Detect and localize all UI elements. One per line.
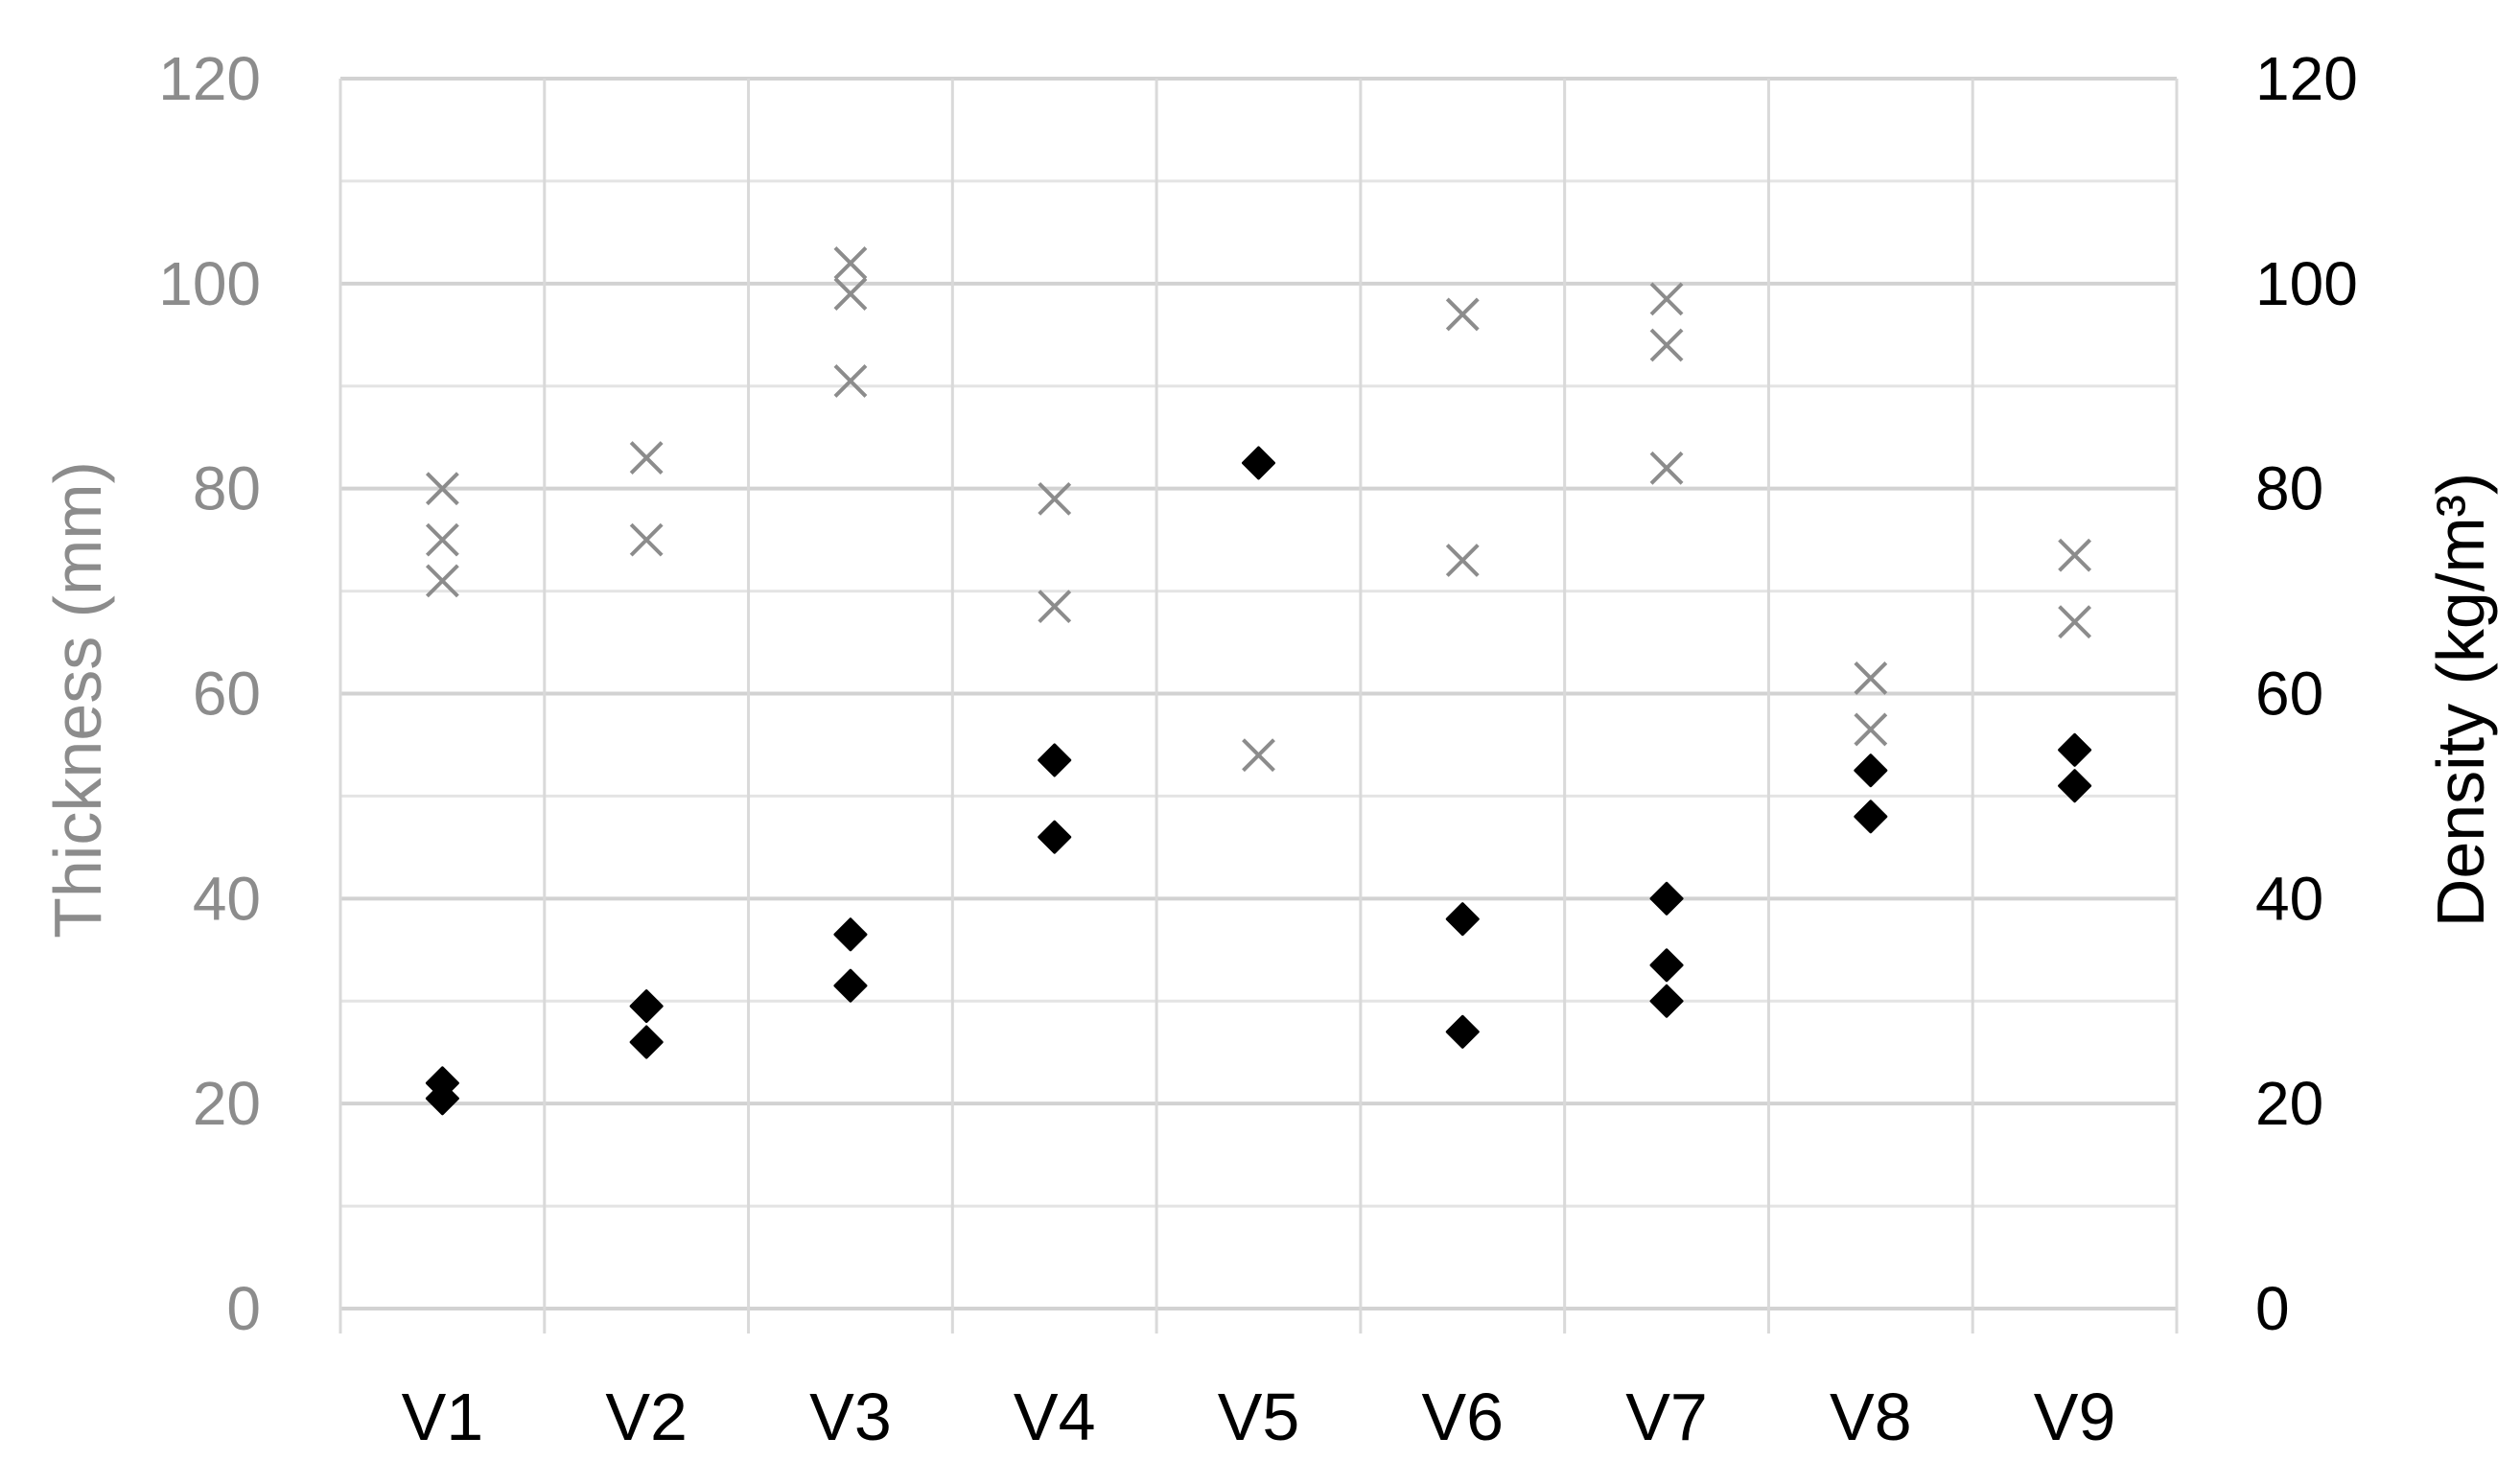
x-marker <box>425 522 459 557</box>
x-tick-label: V4 <box>1014 1380 1096 1454</box>
y-tick-label-right: 20 <box>2255 1069 2323 1138</box>
x-marker <box>833 246 868 280</box>
x-marker <box>425 472 459 506</box>
y-axis-title-right: Density (kg/m³) <box>2423 473 2498 927</box>
x-marker <box>1649 328 1684 362</box>
diamond-marker <box>629 989 664 1024</box>
x-marker <box>2058 538 2092 572</box>
x-marker <box>1854 661 1888 695</box>
x-tick-label: V3 <box>809 1380 892 1454</box>
diamond-marker <box>833 917 868 952</box>
axis-ticks: 0 20 40 60 80 100 120 0 20 40 60 80 100 120 V1 V2 V3 V4 V5… <box>158 44 2358 1454</box>
x-marker <box>833 277 868 311</box>
diamond-marker <box>1038 820 1072 854</box>
x-tick-label: V1 <box>402 1380 484 1454</box>
y-tick-label-right: 100 <box>2255 249 2358 318</box>
x-tick-label: V7 <box>1625 1380 1708 1454</box>
diamond-marker <box>1854 754 1888 788</box>
x-marker <box>1038 590 1072 624</box>
y-tick-label-left: 80 <box>193 454 261 523</box>
diamond-marker <box>1854 800 1888 834</box>
x-tick-label: V9 <box>2034 1380 2116 1454</box>
x-marker <box>1649 282 1684 316</box>
diamond-marker <box>1445 902 1480 937</box>
diamond-marker <box>2058 732 2092 767</box>
x-marker <box>1038 481 1072 516</box>
diamond-marker <box>1445 1014 1480 1049</box>
diamond-marker <box>425 1081 459 1116</box>
x-tick-label: V8 <box>1830 1380 1912 1454</box>
diamond-marker <box>2058 769 2092 803</box>
diamond-marker <box>1242 446 1275 480</box>
y-tick-label-left: 100 <box>158 249 261 318</box>
x-marker <box>1445 297 1480 332</box>
x-marker <box>833 363 868 398</box>
y-tick-label-right: 60 <box>2255 660 2323 729</box>
y-tick-label-right: 0 <box>2255 1274 2290 1343</box>
diamond-marker <box>1649 948 1684 983</box>
diamond-marker <box>1038 743 1072 777</box>
y-tick-label-right: 40 <box>2255 864 2323 933</box>
x-tick-label: V2 <box>605 1380 688 1454</box>
y-tick-label-left: 60 <box>193 660 261 729</box>
y-tick-label-left: 0 <box>226 1274 261 1343</box>
diamond-marker <box>833 968 868 1003</box>
x-marker <box>425 564 459 598</box>
y-axis-title-left: Thickness (mm) <box>40 461 115 939</box>
diamond-marker <box>1649 984 1684 1018</box>
diamond-marker <box>629 1025 664 1059</box>
y-tick-label-right: 80 <box>2255 454 2323 523</box>
x-marker <box>629 522 664 557</box>
y-tick-label-left: 20 <box>193 1069 261 1138</box>
x-marker <box>1649 451 1684 485</box>
y-tick-label-right: 120 <box>2255 44 2358 113</box>
y-tick-label-left: 120 <box>158 44 261 113</box>
x-marker <box>1854 712 1888 747</box>
x-marker <box>1445 544 1480 577</box>
data-markers <box>425 246 2092 1116</box>
x-marker <box>1242 738 1275 773</box>
grid-lines <box>338 77 2179 1333</box>
diamond-marker <box>1649 881 1684 916</box>
x-tick-label: V5 <box>1218 1380 1300 1454</box>
x-marker <box>2058 605 2092 639</box>
x-marker <box>629 441 664 475</box>
y-tick-label-left: 40 <box>193 864 261 933</box>
x-tick-label: V6 <box>1421 1380 1504 1454</box>
